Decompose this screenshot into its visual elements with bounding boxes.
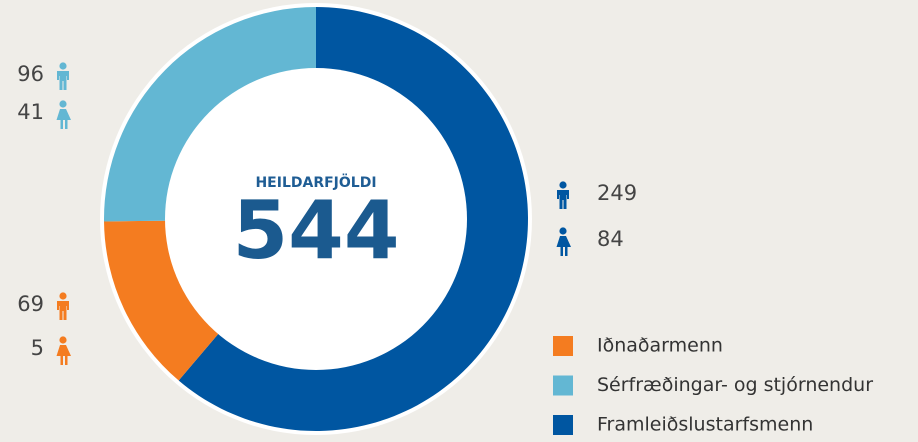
count-label: 41: [17, 100, 44, 124]
count-label: 5: [31, 336, 44, 360]
icon-head: [59, 62, 67, 70]
legend-swatch: [553, 336, 573, 356]
icon-body: [557, 190, 569, 209]
legend-swatch: [553, 415, 573, 435]
legend-label: Framleiðslustarfsmenn: [597, 414, 813, 436]
icon-head: [59, 336, 67, 344]
legend-label: Sérfræðingar- og stjórnendur: [597, 374, 873, 396]
count-label: 249: [597, 181, 637, 205]
donut-hole: [165, 68, 467, 370]
count-label: 84: [597, 227, 624, 251]
icon-body: [57, 71, 69, 90]
donut-segment: [104, 220, 226, 381]
woman-icon: [556, 227, 571, 256]
icon-body: [556, 236, 571, 256]
man-icon: [557, 181, 569, 209]
total: 544: [233, 184, 400, 277]
count-label: 96: [17, 62, 44, 86]
donut-segment: [178, 7, 528, 431]
icon-body: [57, 301, 69, 320]
man-icon: [57, 292, 69, 320]
icon-head: [559, 181, 567, 189]
icon-body: [56, 109, 71, 129]
legend-label: Iðnaðarmenn: [597, 335, 723, 357]
icon-body: [56, 345, 71, 365]
man-icon: [57, 62, 69, 90]
woman-icon: [56, 336, 71, 365]
center-label: HEILDARFJÖLDI: [255, 173, 376, 191]
legend-swatch: [553, 375, 573, 396]
icon-head: [59, 292, 67, 300]
icon-head: [559, 227, 567, 235]
woman-icon: [56, 100, 71, 129]
count-label: 69: [17, 292, 44, 316]
icon-head: [59, 100, 67, 108]
